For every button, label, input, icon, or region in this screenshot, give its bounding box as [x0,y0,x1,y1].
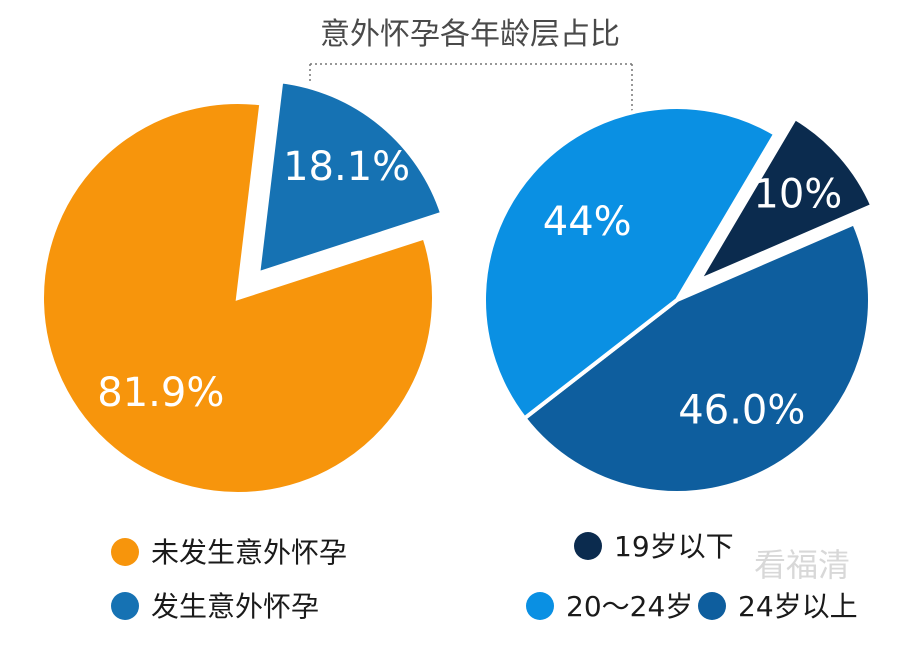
legend-label: 未发生意外怀孕 [151,536,347,569]
legend-label: 24岁以上 [738,590,858,623]
watermark: 看福清 [754,546,850,584]
legend-label: 20～24岁 [566,590,693,623]
pie-right-slice-1 [521,220,872,495]
pie-right-slice-2 [482,105,778,422]
pie-right: 10% 46.0% 44% [482,105,878,495]
legend-label: 19岁以下 [614,530,734,563]
legend-label: 发生意外怀孕 [151,590,319,623]
legend-swatch [526,592,554,620]
slice-label: 18.1% [283,144,410,190]
chart-title: 意外怀孕各年龄层占比 [320,17,620,52]
pie-left: 81.9% 18.1% [40,76,448,496]
slice-label: 81.9% [97,370,224,416]
slice-label: 10% [753,171,842,217]
pie-left-slice-0 [40,100,436,496]
legend-swatch [698,592,726,620]
legend-swatch [111,538,139,566]
legend-swatch [111,592,139,620]
slice-label: 46.0% [678,388,805,434]
slice-label: 44% [543,199,632,245]
pie-right-slice-0 [689,112,878,290]
legend-swatch [574,532,602,560]
pie-left-slice-1 [253,76,448,280]
